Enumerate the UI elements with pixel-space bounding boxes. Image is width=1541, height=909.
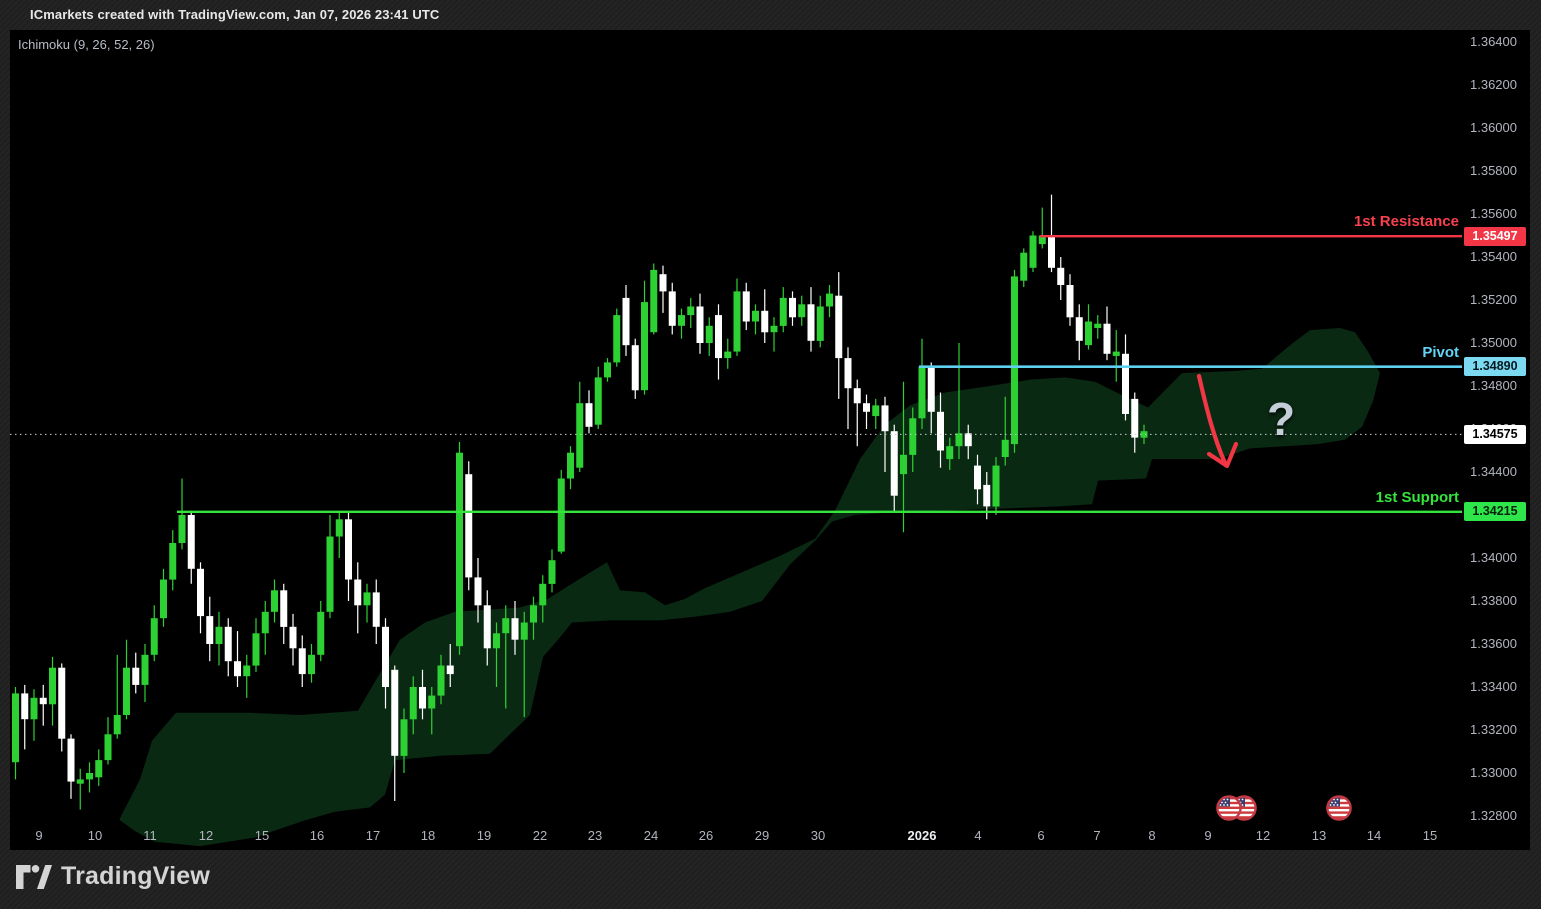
price-axis-tick: 1.33000 xyxy=(1470,765,1528,780)
price-axis-tick: 1.33600 xyxy=(1470,636,1528,651)
price-axis-tick: 1.36200 xyxy=(1470,77,1528,92)
pivot-price-badge[interactable]: 1.34890 xyxy=(1464,357,1526,376)
tradingview-logo-icon xyxy=(15,864,52,890)
chart-panel[interactable] xyxy=(10,30,1530,850)
time-axis-tick: 22 xyxy=(533,828,547,843)
indicator-label[interactable]: Ichimoku (9, 26, 52, 26) xyxy=(18,37,155,52)
time-axis-tick: 10 xyxy=(88,828,102,843)
time-axis-tick: 30 xyxy=(811,828,825,843)
time-axis-tick: 29 xyxy=(755,828,769,843)
time-axis-tick: 16 xyxy=(310,828,324,843)
time-axis-tick: 6 xyxy=(1037,828,1044,843)
resistance-price-badge[interactable]: 1.35497 xyxy=(1464,227,1526,246)
time-axis-tick: 9 xyxy=(1204,828,1211,843)
time-axis-tick: 12 xyxy=(1256,828,1270,843)
time-axis-tick: 11 xyxy=(143,828,157,843)
time-axis-tick: 24 xyxy=(644,828,658,843)
price-axis-tick: 1.33200 xyxy=(1470,722,1528,737)
price-axis-tick: 1.34800 xyxy=(1470,378,1528,393)
time-axis-tick: 26 xyxy=(699,828,713,843)
price-axis-tick: 1.35600 xyxy=(1470,206,1528,221)
time-axis-tick: 18 xyxy=(421,828,435,843)
question-mark-annotation[interactable]: ? xyxy=(1267,392,1295,446)
time-axis-tick: 4 xyxy=(974,828,981,843)
tradingview-chart-window: ICmarkets created with TradingView.com, … xyxy=(0,0,1541,909)
pivot-label[interactable]: Pivot xyxy=(1422,344,1459,361)
tradingview-logo-text: TradingView xyxy=(61,862,210,891)
resistance-label[interactable]: 1st Resistance xyxy=(1354,213,1459,230)
time-axis-tick: 15 xyxy=(1423,828,1437,843)
time-axis[interactable]: 9 10 11 12 15 16 17 18 19 22 23 24 26 29 30 2026 4 6 7 8 9 12… xyxy=(10,824,1462,850)
tradingview-logo[interactable]: TradingView xyxy=(15,862,210,891)
time-axis-tick: 14 xyxy=(1367,828,1381,843)
price-axis-tick: 1.34400 xyxy=(1470,464,1528,479)
time-axis-tick: 2026 xyxy=(908,828,937,843)
time-axis-tick: 19 xyxy=(477,828,491,843)
price-axis-tick: 1.35800 xyxy=(1470,163,1528,178)
time-axis-tick: 13 xyxy=(1312,828,1326,843)
price-axis-tick: 1.35000 xyxy=(1470,335,1528,350)
support-price-badge[interactable]: 1.34215 xyxy=(1464,502,1526,521)
time-axis-tick: 15 xyxy=(255,828,269,843)
price-axis-tick: 1.36400 xyxy=(1470,34,1528,49)
price-axis-tick: 1.33800 xyxy=(1470,593,1528,608)
support-label[interactable]: 1st Support xyxy=(1376,489,1459,506)
time-axis-tick: 17 xyxy=(366,828,380,843)
price-axis-tick: 1.34000 xyxy=(1470,550,1528,565)
last-price-badge[interactable]: 1.34575 xyxy=(1464,425,1526,444)
time-axis-tick: 23 xyxy=(588,828,602,843)
price-axis-tick: 1.33400 xyxy=(1470,679,1528,694)
price-axis-tick: 1.32800 xyxy=(1470,808,1528,823)
price-axis-tick: 1.35400 xyxy=(1470,249,1528,264)
time-axis-tick: 12 xyxy=(199,828,213,843)
time-axis-tick: 7 xyxy=(1093,828,1100,843)
price-axis-tick: 1.36000 xyxy=(1470,120,1528,135)
price-axis-tick: 1.35200 xyxy=(1470,292,1528,307)
time-axis-tick: 8 xyxy=(1148,828,1155,843)
time-axis-tick: 9 xyxy=(35,828,42,843)
chart-attribution-text: ICmarkets created with TradingView.com, … xyxy=(30,7,439,22)
